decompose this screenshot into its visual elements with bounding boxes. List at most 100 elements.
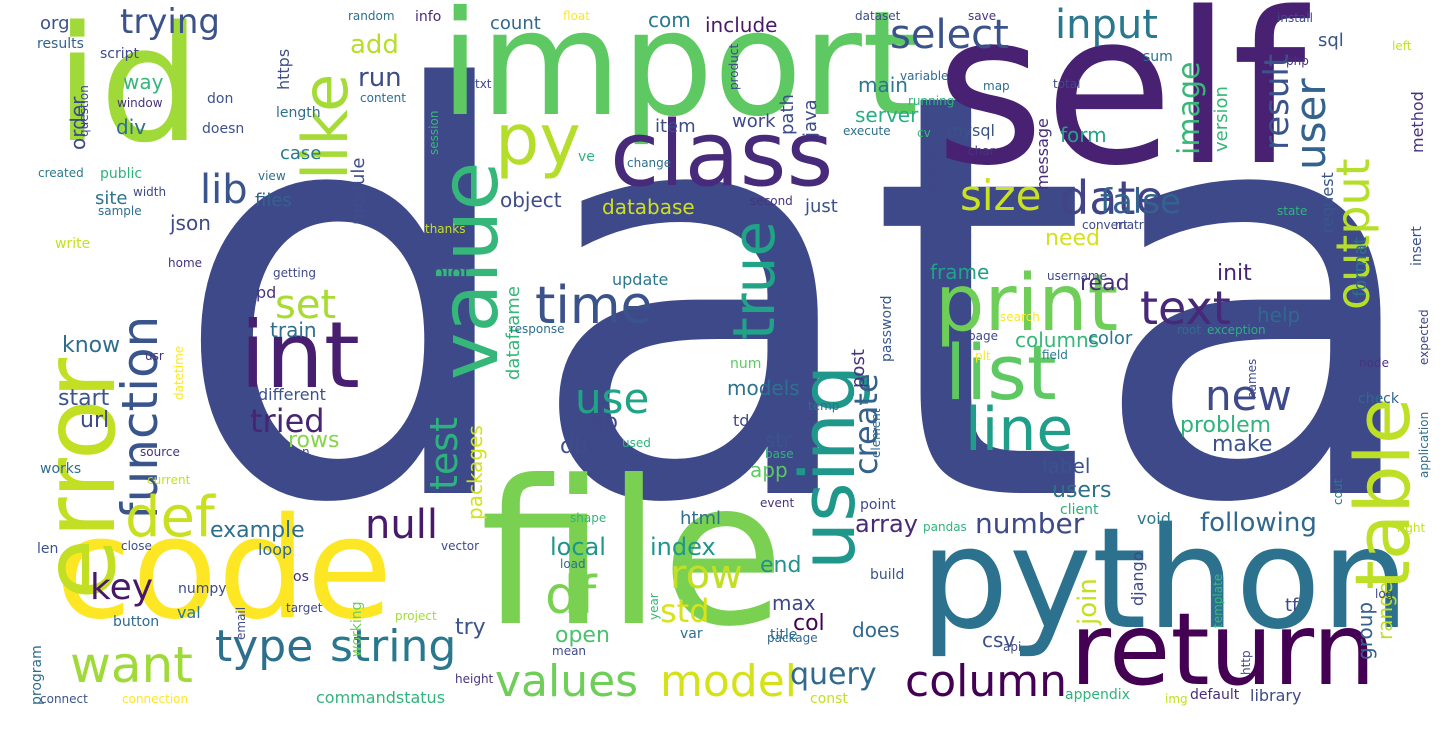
word-read: read <box>1080 271 1130 296</box>
word-void: void <box>1137 509 1171 528</box>
word-import: import <box>440 0 919 149</box>
word-packages: packages <box>463 425 487 520</box>
word-max: max <box>772 591 816 615</box>
word-left: left <box>1392 39 1412 53</box>
word-temp: temp <box>808 399 840 413</box>
word-state: state <box>1277 204 1308 218</box>
word-length: length <box>276 105 321 121</box>
word-right: right <box>1397 521 1426 535</box>
word-usr: usr <box>145 349 164 363</box>
word-csv: csv <box>982 628 1016 652</box>
word-thanks: thanks <box>425 222 466 236</box>
word-code: code <box>55 488 393 651</box>
word-set: set <box>275 282 337 328</box>
word-html: html <box>680 508 722 529</box>
word-column: column <box>905 656 1067 707</box>
word-loop: loop <box>258 540 293 559</box>
word-char: char <box>968 144 995 158</box>
word-files: files <box>255 190 292 211</box>
word-add: add <box>350 30 399 60</box>
word-models: models <box>727 376 800 400</box>
word-project: project <box>395 609 437 623</box>
word-plot: plot <box>432 260 471 284</box>
word-example: example <box>210 518 305 543</box>
word-dict: dict <box>329 202 352 216</box>
word-post: post <box>848 349 869 388</box>
word-install: install <box>1277 11 1313 25</box>
word-line: line <box>965 395 1074 465</box>
word-lib: lib <box>200 167 248 213</box>
word-exception: exception <box>1207 323 1266 337</box>
word-year: year <box>647 593 661 620</box>
word-div: div <box>116 115 147 139</box>
word-return: return <box>1070 591 1376 708</box>
word-able: able <box>430 190 456 204</box>
word-sum: sum <box>1143 49 1173 65</box>
word-template: template <box>1211 573 1225 628</box>
word-product: product <box>727 43 741 90</box>
word-search: search <box>1000 310 1040 324</box>
word-std: std <box>660 592 710 630</box>
word-problem: problem <box>1180 413 1272 438</box>
word-execute: execute <box>843 124 891 138</box>
word-info: info <box>415 9 442 25</box>
word-number: number <box>975 507 1085 540</box>
word-make: make <box>1212 432 1273 457</box>
word-password: password <box>879 295 895 362</box>
word-rows: rows <box>288 428 340 453</box>
word-self: self <box>935 0 1306 212</box>
word-field: field <box>1042 348 1068 362</box>
word-api: api <box>1003 640 1022 654</box>
word-td: td <box>733 411 750 430</box>
word-load: load <box>560 557 586 571</box>
word-true: true <box>720 220 788 340</box>
word-input: input <box>1055 2 1158 48</box>
word-following: following <box>1200 508 1317 538</box>
word-second: second <box>750 194 793 208</box>
word-sample: sample <box>98 204 142 218</box>
word-content: content <box>360 91 406 105</box>
word-json: json <box>170 211 211 235</box>
word-case: case <box>280 143 322 164</box>
word-application: application <box>1417 411 1431 478</box>
word-test: test <box>422 417 466 490</box>
word-check: check <box>1358 391 1399 407</box>
word-ve: ve <box>578 149 595 165</box>
word-com: com <box>648 8 691 32</box>
word-process: process <box>924 143 938 190</box>
word-mysql: mysql <box>947 121 995 140</box>
word-row: row <box>670 552 743 598</box>
word-nan: nan <box>287 445 310 459</box>
word-does: does <box>852 618 900 642</box>
word-map: map <box>983 79 1010 93</box>
word-main: main <box>858 73 908 97</box>
word-used: used <box>622 436 651 450</box>
word-matrix: matrix <box>1115 218 1155 232</box>
word-db: db <box>560 434 588 459</box>
word-node: node <box>1359 356 1389 370</box>
word-help: help <box>1257 303 1301 327</box>
word-height: height <box>455 672 494 686</box>
word-site: site <box>95 188 128 209</box>
word-pandas: pandas <box>923 520 967 534</box>
word-username: username <box>1047 269 1107 283</box>
word-log: log <box>1375 587 1394 601</box>
word-current: current <box>147 473 191 487</box>
word-dataset: dataset <box>855 9 901 23</box>
word-num: num <box>730 356 762 372</box>
word-script: script <box>100 46 140 62</box>
word-data: data <box>170 0 1432 626</box>
word-java: java <box>800 99 821 137</box>
word-img: img <box>1165 692 1188 706</box>
word-don: don <box>207 91 234 107</box>
word-created: created <box>38 166 84 180</box>
word-request: request <box>1318 172 1337 233</box>
word-works: works <box>40 461 82 477</box>
word-connect: connect <box>40 692 88 706</box>
word-working: working <box>349 601 365 657</box>
word-width: width <box>133 185 167 199</box>
word-format: format <box>1350 236 1371 297</box>
word-names: names <box>1245 358 1259 399</box>
word-file: file <box>480 438 785 671</box>
word-df: df <box>545 566 597 626</box>
